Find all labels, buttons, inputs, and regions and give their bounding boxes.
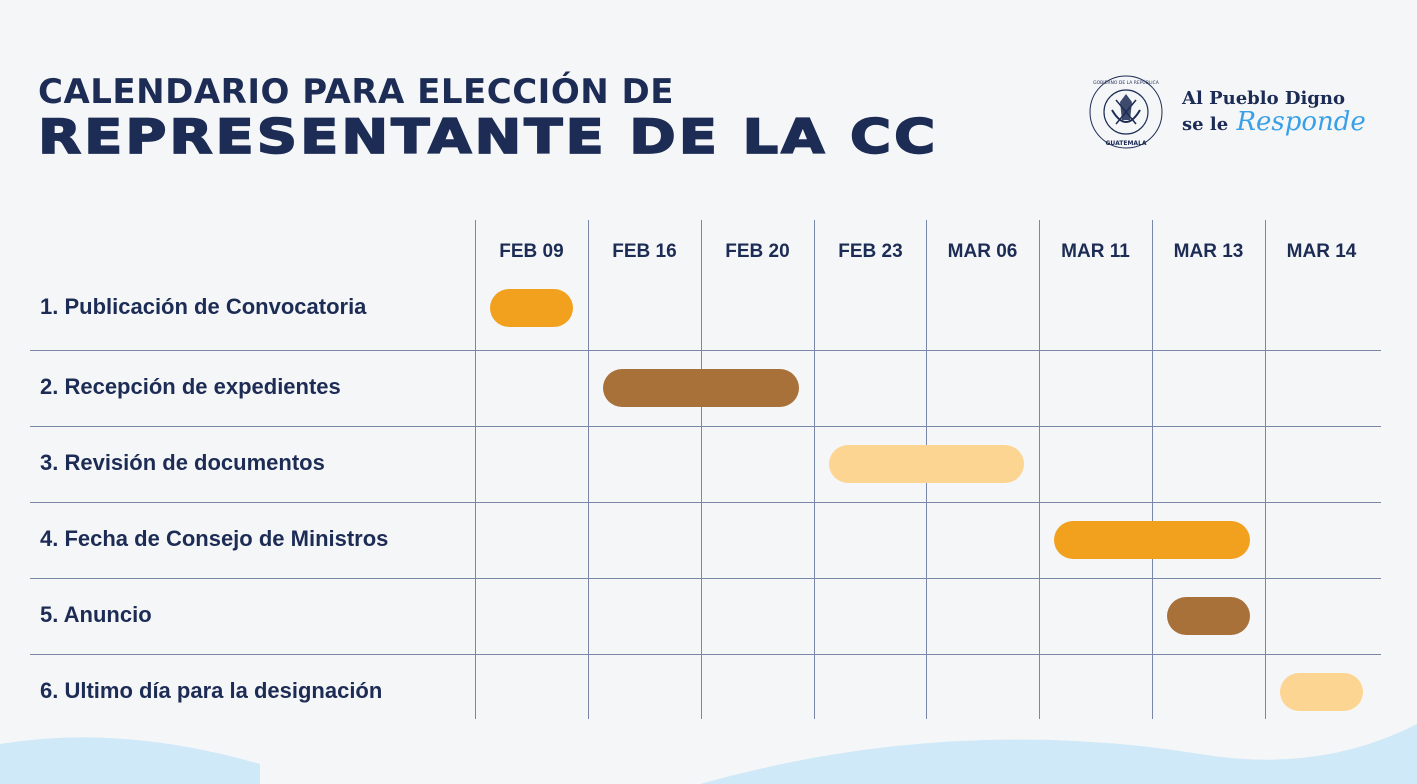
task-label: 2. Recepción de expedientes xyxy=(40,374,341,399)
task-bar xyxy=(1280,673,1363,711)
grid-hline xyxy=(30,350,1381,351)
task-label: 6. Ultimo día para la designación xyxy=(40,678,383,703)
task-label: 3. Revisión de documentos xyxy=(40,450,325,475)
task-bar xyxy=(490,289,573,327)
grid-vline xyxy=(701,220,702,719)
column-header: FEB 23 xyxy=(838,241,903,262)
task-bar xyxy=(603,369,799,407)
task-bar xyxy=(1054,521,1250,559)
slogan-line-2: se le Responde xyxy=(1182,106,1366,137)
title-line-2: REPRESENTANTE DE LA CC xyxy=(37,109,939,165)
column-header: MAR 13 xyxy=(1173,241,1244,262)
title-line-1: CALENDARIO PARA ELECCIÓN DE xyxy=(38,72,674,112)
column-header: MAR 11 xyxy=(1061,241,1130,262)
slogan: Al Pueblo Digno se le Responde xyxy=(1182,88,1366,137)
grid-vline xyxy=(475,220,476,719)
task-bar xyxy=(1167,597,1250,635)
title-block: CALENDARIO PARA ELECCIÓN DE REPRESENTANT… xyxy=(37,72,939,172)
task-bar xyxy=(829,445,1024,483)
grid-hline xyxy=(30,578,1381,579)
grid-vline xyxy=(1152,220,1153,719)
slogan-line-1: Al Pueblo Digno xyxy=(1182,87,1345,109)
grid-vline xyxy=(588,220,589,719)
grid-vline xyxy=(1039,220,1040,719)
slogan-script: Responde xyxy=(1236,106,1366,137)
grid-vline xyxy=(1265,220,1266,719)
svg-text:GUATEMALA: GUATEMALA xyxy=(1105,140,1146,147)
column-header: FEB 16 xyxy=(612,241,677,262)
slogan-prefix: se le xyxy=(1182,113,1229,135)
grid-hline xyxy=(30,426,1381,427)
grid-vline xyxy=(814,220,815,719)
column-header: FEB 20 xyxy=(725,241,790,262)
column-header: MAR 06 xyxy=(947,241,1018,262)
svg-text:GOBIERNO DE LA REPÚBLICA: GOBIERNO DE LA REPÚBLICA xyxy=(1093,79,1160,86)
wave-decoration xyxy=(0,724,1417,784)
brand-block: GOBIERNO DE LA REPÚBLICA GUATEMALA Al Pu… xyxy=(1088,74,1366,150)
guatemala-seal-icon: GOBIERNO DE LA REPÚBLICA GUATEMALA xyxy=(1088,74,1164,150)
column-header: FEB 09 xyxy=(499,241,564,262)
task-label: 5. Anuncio xyxy=(40,602,152,627)
task-label: 1. Publicación de Convocatoria xyxy=(40,294,367,319)
column-header: MAR 14 xyxy=(1286,241,1357,262)
grid-hline xyxy=(30,654,1381,655)
grid-hline xyxy=(30,502,1381,503)
task-label: 4. Fecha de Consejo de Ministros xyxy=(40,526,389,551)
